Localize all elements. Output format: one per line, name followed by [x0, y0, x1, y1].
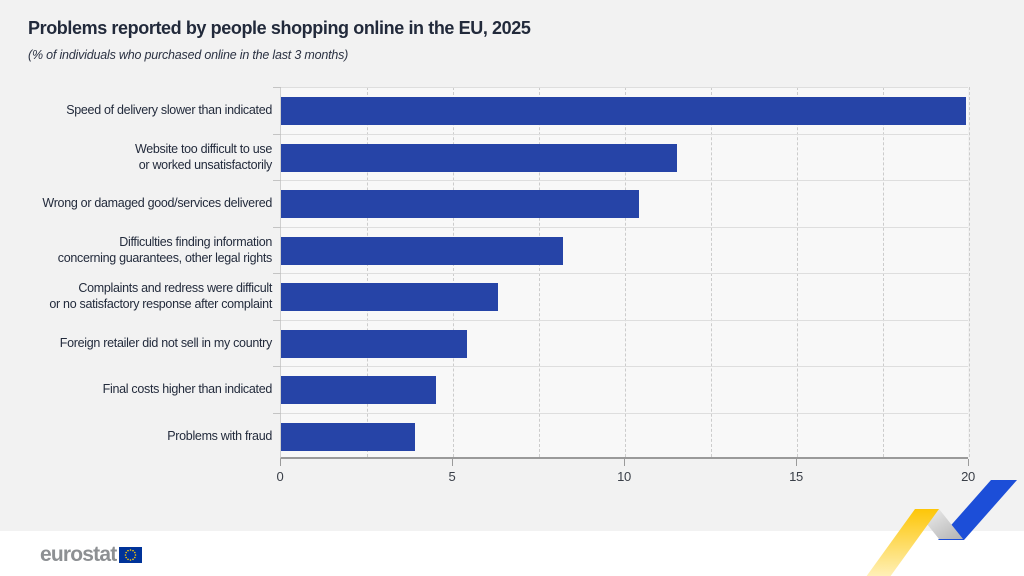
chart-row [273, 87, 968, 134]
category-label: Problems with fraud [167, 428, 272, 443]
gridline [453, 87, 454, 457]
chart-row [273, 412, 968, 460]
gridline [625, 87, 626, 457]
gridline [797, 87, 798, 457]
chart-row [273, 319, 968, 367]
chart-row [273, 273, 968, 320]
x-axis-tick [796, 459, 797, 466]
row-tick [273, 319, 281, 321]
eurostat-logo-text: eurostat [40, 543, 117, 566]
gridline [367, 87, 368, 457]
chart-row [273, 133, 968, 181]
x-axis-label: 15 [789, 469, 803, 484]
x-axis-label: 0 [276, 469, 284, 484]
gridline [711, 87, 712, 457]
category-label: Difficulties finding information concern… [57, 234, 273, 265]
x-axis-label: 20 [961, 469, 975, 484]
category-label: Wrong or damaged good/services delivered [42, 196, 272, 211]
bar [281, 376, 436, 404]
category-label: Website too difficult to use or worked u… [134, 141, 272, 172]
chart-row [273, 366, 968, 413]
chart-row [273, 226, 968, 274]
bar [281, 329, 467, 358]
category-label: Foreign retailer did not sell in my coun… [59, 335, 273, 350]
row-tick [273, 180, 281, 181]
row-tick [273, 366, 281, 367]
gridline [969, 87, 970, 457]
gridline [539, 87, 540, 457]
category-labels-column: Speed of delivery slower than indicated W… [6, 87, 272, 459]
x-axis-tick [968, 459, 969, 466]
x-axis-label: 5 [448, 469, 456, 484]
eurostat-logo: eurostat [40, 543, 143, 567]
footer-band [0, 531, 1024, 576]
row-tick [273, 412, 281, 414]
category-label: Speed of delivery slower than indicated [66, 103, 272, 118]
gridline [883, 87, 884, 457]
bar [281, 236, 564, 265]
bar [281, 97, 966, 125]
chart-row [273, 180, 968, 227]
bar [281, 143, 677, 172]
category-label: Final costs higher than indicated [102, 382, 273, 397]
row-tick [273, 273, 281, 274]
x-axis-tick [452, 459, 453, 466]
chart-subtitle: (% of individuals who purchased online i… [28, 48, 349, 62]
zigzag-ribbon-icon [866, 480, 1017, 576]
x-axis-label: 10 [617, 469, 631, 484]
row-tick [273, 226, 281, 228]
x-axis-tick [624, 459, 625, 466]
plot-area [273, 87, 970, 460]
chart-title: Problems reported by people shopping onl… [28, 18, 531, 38]
row-tick [273, 87, 281, 88]
bar [281, 422, 416, 451]
x-axis-tick [280, 459, 281, 466]
bar [281, 190, 639, 218]
bar [281, 283, 498, 311]
category-label: Complaints and redress were difficult or… [49, 281, 272, 312]
row-tick [273, 133, 281, 135]
eu-flag-icon [119, 547, 143, 563]
